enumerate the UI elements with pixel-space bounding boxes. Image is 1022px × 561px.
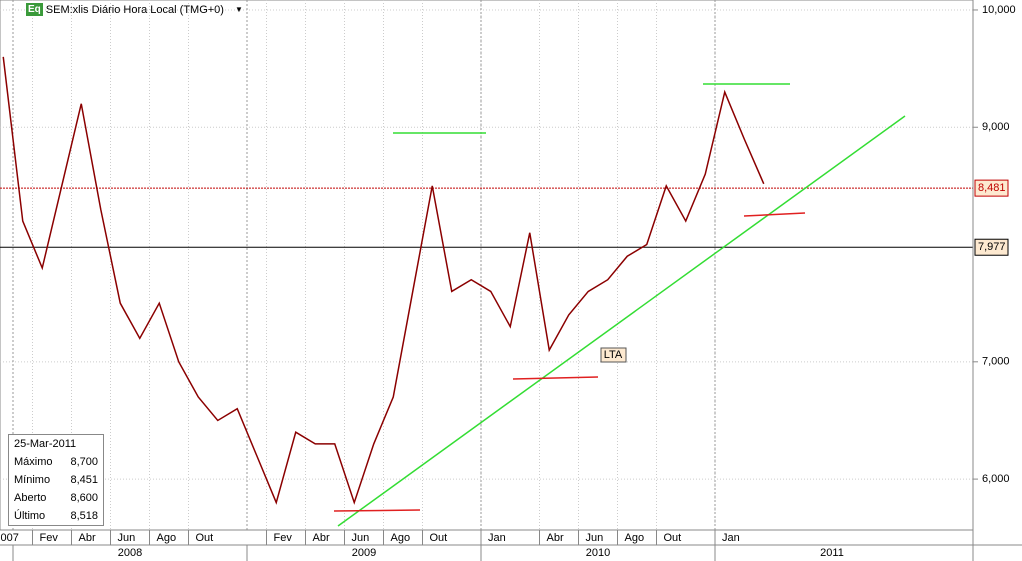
x-tick-label: Jan bbox=[488, 532, 506, 544]
info-row: Mínimo 8,451 bbox=[9, 471, 103, 489]
x-tick-label: Ago bbox=[157, 532, 177, 544]
x-tick-label: Fev bbox=[274, 532, 293, 544]
price-label: 7,977 bbox=[978, 241, 1006, 253]
x-tick-label: Ago bbox=[625, 532, 645, 544]
info-value: 8,451 bbox=[70, 474, 98, 486]
info-row: Aberto 8,600 bbox=[9, 489, 103, 507]
year-label: 2008 bbox=[118, 547, 142, 559]
info-label: Mínimo bbox=[14, 474, 51, 486]
x-tick-label: Jan bbox=[722, 532, 740, 544]
plot-frame bbox=[0, 0, 974, 531]
price-line-series bbox=[2, 56, 765, 505]
annotation-box bbox=[600, 347, 627, 363]
x-tick-label: Out bbox=[196, 532, 214, 544]
y-tick-label: 9,000 bbox=[982, 121, 1010, 133]
x-tick-label: Fev bbox=[40, 532, 59, 544]
x-tick-label: Out bbox=[430, 532, 448, 544]
x-tick-label: Jun bbox=[118, 532, 136, 544]
year-label: 2009 bbox=[352, 547, 376, 559]
x-tick-label: Abr bbox=[313, 532, 330, 544]
price-label: 8,481 bbox=[978, 182, 1006, 194]
y-tick-label: 10,000 bbox=[982, 4, 1016, 16]
year-label: 2011 bbox=[820, 547, 844, 559]
support-line bbox=[333, 509, 421, 512]
info-label: Máximo bbox=[14, 456, 53, 468]
info-row: Último 8,518 bbox=[9, 507, 103, 525]
y-tick-label: 7,000 bbox=[982, 356, 1010, 368]
x-tick-label: Ago bbox=[391, 532, 411, 544]
info-date: 25-Mar-2011 bbox=[14, 438, 77, 450]
info-label: Aberto bbox=[14, 492, 47, 504]
info-box: 25-Mar-2011 Máximo 8,700 Mínimo 8,451 Aberto… bbox=[8, 434, 104, 526]
x-tick-label: 007 bbox=[1, 532, 19, 544]
dropdown-arrow[interactable]: ▼ bbox=[234, 5, 243, 14]
price-label-box bbox=[974, 179, 1009, 197]
info-value: 8,700 bbox=[70, 456, 98, 468]
chart-header: Eq SEM:xlis Diário Hora Local (TMG+0) ▼ bbox=[26, 3, 243, 16]
y-tick-label: 6,000 bbox=[982, 473, 1010, 485]
price-label-box bbox=[974, 238, 1009, 256]
x-tick-label: Jun bbox=[586, 532, 604, 544]
info-row: Máximo 8,700 bbox=[9, 453, 103, 471]
trend-line bbox=[337, 115, 906, 527]
support-line bbox=[512, 376, 599, 380]
info-label: Último bbox=[14, 510, 46, 522]
x-tick-label: Abr bbox=[547, 532, 564, 544]
info-value: 8,600 bbox=[70, 492, 98, 504]
x-tick-label: Abr bbox=[79, 532, 96, 544]
x-tick-label: Out bbox=[664, 532, 682, 544]
support-line bbox=[743, 212, 806, 217]
year-label: 2010 bbox=[586, 547, 610, 559]
x-tick-label: Jun bbox=[352, 532, 370, 544]
icon: Eq bbox=[26, 3, 43, 16]
chart-title: SEM:xlis Diário Hora Local (TMG+0) bbox=[45, 3, 224, 16]
annotation: LTA bbox=[604, 349, 623, 361]
info-value: 8,518 bbox=[70, 510, 98, 522]
